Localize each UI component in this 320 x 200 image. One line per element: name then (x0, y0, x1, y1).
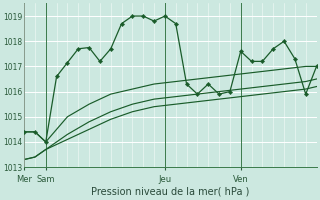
X-axis label: Pression niveau de la mer( hPa ): Pression niveau de la mer( hPa ) (91, 187, 250, 197)
